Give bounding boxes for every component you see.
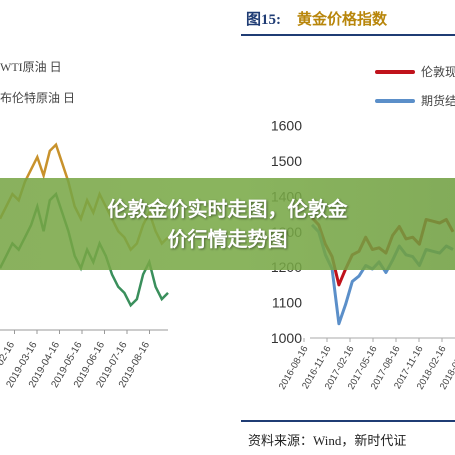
right-y-tick-label: 1100 bbox=[272, 295, 302, 311]
source-divider bbox=[241, 420, 455, 422]
legend-swatch-futures bbox=[375, 99, 415, 103]
right-legend-futures: 期货结 bbox=[421, 94, 455, 108]
right-y-tick-label: 1600 bbox=[271, 118, 302, 134]
title-banner: 伦敦金价实时走图，伦敦金 价行情走势图 bbox=[0, 178, 455, 270]
banner-line-1: 伦敦金价实时走图，伦敦金 bbox=[107, 197, 348, 221]
right-y-tick-label: 1500 bbox=[271, 153, 302, 169]
left-legend-wti: WTI原油 日 bbox=[0, 60, 62, 74]
figure-title: 黄金价格指数 bbox=[297, 12, 388, 28]
banner-line-2: 价行情走势图 bbox=[167, 227, 288, 251]
legend-swatch-london bbox=[375, 70, 415, 74]
right-legend-london: 伦敦现 bbox=[421, 65, 455, 79]
title-underline bbox=[241, 34, 455, 36]
figure-heading: 图15: 黄金价格指数 bbox=[246, 8, 387, 29]
left-legend-brent: 布伦特原油 日 bbox=[0, 91, 76, 105]
right-y-tick-label: 1000 bbox=[271, 330, 302, 346]
figure-number: 图15: bbox=[246, 12, 281, 28]
source-note: 资料来源：Wind，新时代证 bbox=[248, 433, 407, 448]
